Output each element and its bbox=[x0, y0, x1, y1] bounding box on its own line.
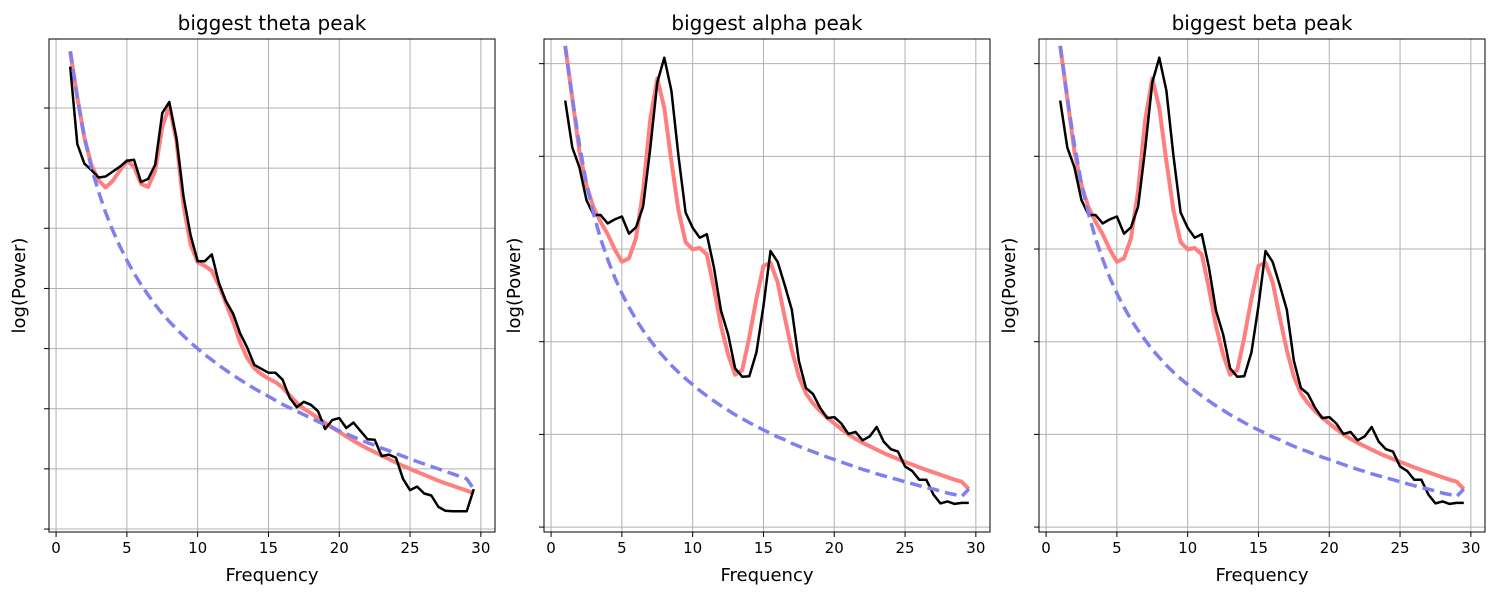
series-data-line bbox=[1058, 56, 1464, 506]
x-tick-label: 5 bbox=[122, 539, 132, 557]
series-aperiodic-line bbox=[563, 45, 971, 499]
x-tick-label: 25 bbox=[896, 539, 915, 557]
axes-frame bbox=[48, 38, 496, 533]
series-data-line bbox=[563, 56, 969, 506]
grid bbox=[544, 39, 990, 532]
x-tick-label: 5 bbox=[617, 539, 627, 557]
series-model-line bbox=[68, 50, 475, 495]
x-tick-label: 20 bbox=[1320, 539, 1339, 557]
chart-title: biggest theta peak bbox=[178, 11, 367, 35]
x-axis-label: Frequency bbox=[1216, 565, 1309, 586]
axes-frame bbox=[1038, 38, 1486, 533]
chart-title: biggest alpha peak bbox=[671, 11, 863, 35]
y-axis-label: log(Power) bbox=[9, 238, 30, 334]
x-tick-label: 15 bbox=[754, 539, 773, 557]
axes-frame bbox=[543, 38, 991, 533]
x-tick-label: 0 bbox=[546, 539, 556, 557]
x-axis-label: Frequency bbox=[721, 565, 814, 586]
x-tick-label: 20 bbox=[330, 539, 349, 557]
series-aperiodic-line bbox=[68, 51, 476, 491]
x-tick-label: 20 bbox=[825, 539, 844, 557]
x-tick-label: 10 bbox=[188, 539, 207, 557]
x-tick-label: 30 bbox=[966, 539, 985, 557]
grid bbox=[1039, 39, 1485, 532]
grid bbox=[49, 39, 495, 532]
series-model-line bbox=[563, 45, 971, 491]
x-tick-label: 10 bbox=[683, 539, 702, 557]
y-axis-label: log(Power) bbox=[504, 238, 525, 334]
series-aperiodic-line bbox=[1058, 45, 1466, 499]
x-tick-label: 25 bbox=[1391, 539, 1410, 557]
series-data-line bbox=[68, 66, 475, 513]
x-tick-label: 15 bbox=[1249, 539, 1268, 557]
x-tick-label: 15 bbox=[259, 539, 278, 557]
x-tick-label: 0 bbox=[51, 539, 61, 557]
x-tick-label: 30 bbox=[471, 539, 490, 557]
y-axis-label: log(Power) bbox=[999, 238, 1020, 334]
x-tick-label: 25 bbox=[401, 539, 420, 557]
x-tick-label: 0 bbox=[1041, 539, 1051, 557]
x-tick-label: 5 bbox=[1112, 539, 1122, 557]
series-model-line bbox=[1058, 45, 1466, 491]
x-axis-label: Frequency bbox=[226, 565, 319, 586]
chart-title: biggest beta peak bbox=[1172, 11, 1353, 35]
x-tick-label: 30 bbox=[1461, 539, 1480, 557]
x-tick-label: 10 bbox=[1178, 539, 1197, 557]
subplot-3: 0 5 10 15 20 25 30 biggest beta peak Frequency lo… bbox=[999, 11, 1486, 586]
subplot-2: 0 5 10 15 20 25 30 biggest alpha peak Frequency l… bbox=[504, 11, 991, 586]
subplot-1: 0 5 10 15 20 25 30 biggest theta peak Frequency l… bbox=[9, 11, 496, 586]
